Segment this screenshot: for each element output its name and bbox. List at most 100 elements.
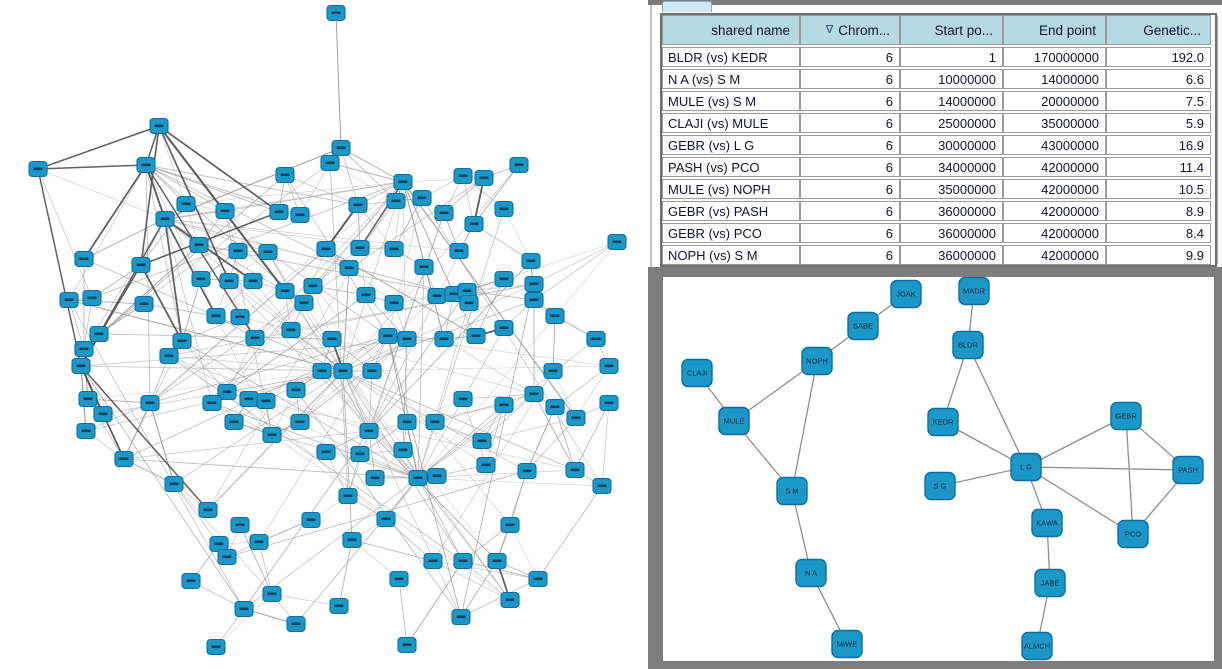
network-node[interactable]	[333, 362, 353, 380]
network-node[interactable]	[408, 469, 428, 487]
subnetwork-node-mule[interactable]: MULE	[718, 406, 750, 436]
network-node[interactable]	[243, 272, 263, 290]
subnetwork-edge[interactable]	[1025, 466, 1134, 535]
network-node[interactable]	[524, 291, 544, 309]
network-node[interactable]	[476, 456, 496, 474]
subnetwork-node-almch[interactable]: ALMCH	[1021, 631, 1053, 661]
network-node[interactable]	[78, 390, 98, 408]
subnetwork-node-gebr[interactable]: GEBR	[1110, 401, 1142, 431]
network-node[interactable]	[348, 196, 368, 214]
network-node[interactable]	[89, 325, 109, 343]
table-row[interactable]: GEBR (vs) PCO 6 36000000 42000000 8.4	[662, 223, 1215, 243]
network-node[interactable]	[543, 362, 563, 380]
scrollbar-track[interactable]	[1217, 16, 1218, 264]
network-node[interactable]	[275, 282, 295, 300]
network-node[interactable]	[286, 615, 306, 633]
network-node[interactable]	[466, 327, 486, 345]
network-node[interactable]	[384, 240, 404, 258]
network-node[interactable]	[275, 166, 295, 184]
subnetwork-node-joak[interactable]: JOAK	[890, 279, 922, 309]
subnetwork-node-pash[interactable]: PASH	[1172, 455, 1204, 485]
subnetwork-node-kedr[interactable]: KEDR	[927, 407, 959, 437]
network-node[interactable]	[397, 330, 417, 348]
subnetwork-edge[interactable]	[1025, 415, 1127, 468]
network-node[interactable]	[281, 321, 301, 339]
network-node[interactable]	[425, 413, 445, 431]
subnetwork-node-lg[interactable]: L G	[1010, 452, 1042, 482]
network-node[interactable]	[262, 585, 282, 603]
network-node[interactable]	[316, 443, 336, 461]
table-row[interactable]: N A (vs) S M 6 10000000 14000000 6.6	[662, 69, 1215, 89]
network-node[interactable]	[494, 319, 514, 337]
network-node[interactable]	[134, 295, 154, 313]
network-node[interactable]	[494, 270, 514, 288]
network-node[interactable]	[599, 357, 619, 375]
network-node[interactable]	[434, 330, 454, 348]
subnetwork-edge[interactable]	[1025, 466, 1189, 471]
network-node[interactable]	[215, 202, 235, 220]
network-node[interactable]	[453, 390, 473, 408]
network-node[interactable]	[76, 422, 96, 440]
network-node[interactable]	[451, 608, 471, 626]
table-row[interactable]: MULE (vs) NOPH 6 35000000 42000000 10.5	[662, 179, 1215, 199]
network-node[interactable]	[524, 385, 544, 403]
subnetwork-node-jabe[interactable]: JABE	[1034, 568, 1066, 598]
network-node[interactable]	[487, 552, 507, 570]
network-node[interactable]	[149, 117, 169, 135]
network-node[interactable]	[316, 240, 336, 258]
network-node[interactable]	[528, 570, 548, 588]
network-node[interactable]	[71, 357, 91, 375]
subnetwork-node-bldr[interactable]: BLDR	[952, 330, 984, 360]
network-node[interactable]	[521, 252, 541, 270]
network-node[interactable]	[350, 445, 370, 463]
network-node[interactable]	[28, 160, 48, 178]
network-node[interactable]	[206, 638, 226, 656]
network-node[interactable]	[206, 307, 226, 325]
network-node[interactable]	[393, 441, 413, 459]
network-node[interactable]	[414, 258, 434, 276]
network-node[interactable]	[245, 329, 265, 347]
network-node[interactable]	[93, 405, 113, 423]
network-node[interactable]	[256, 392, 276, 410]
network-node[interactable]	[427, 287, 447, 305]
network-node[interactable]	[176, 195, 196, 213]
table-tab[interactable]	[662, 1, 712, 12]
network-node[interactable]	[378, 327, 398, 345]
network-node[interactable]	[230, 308, 250, 326]
subnetwork-edge[interactable]	[791, 360, 818, 492]
network-node[interactable]	[74, 340, 94, 358]
network-node[interactable]	[599, 394, 619, 412]
network-node[interactable]	[566, 409, 586, 427]
network-node[interactable]	[322, 330, 342, 348]
network-node[interactable]	[136, 156, 156, 174]
table-row[interactable]: BLDR (vs) KEDR 6 1 170000000 192.0	[662, 47, 1215, 67]
column-header-chrom[interactable]: ∇ Chrom...	[800, 15, 900, 45]
network-node[interactable]	[524, 275, 544, 293]
table-row[interactable]: CLAJI (vs) MULE 6 25000000 35000000 5.9	[662, 113, 1215, 133]
subnetwork-node-noph[interactable]: NOPH	[801, 346, 833, 376]
network-node[interactable]	[326, 4, 346, 22]
subnetwork-node-sm[interactable]: S M	[776, 476, 808, 506]
network-node[interactable]	[239, 390, 259, 408]
network-node[interactable]	[294, 294, 314, 312]
network-node[interactable]	[189, 236, 209, 254]
network-node[interactable]	[545, 307, 565, 325]
network-node[interactable]	[159, 347, 179, 365]
network-node[interactable]	[494, 396, 514, 414]
network-node[interactable]	[386, 192, 406, 210]
network-node[interactable]	[453, 167, 473, 185]
network-node[interactable]	[114, 450, 134, 468]
table-row[interactable]: GEBR (vs) PASH 6 36000000 42000000 8.9	[662, 201, 1215, 221]
table-row[interactable]: GEBR (vs) L G 6 30000000 43000000 16.9	[662, 135, 1215, 155]
network-node[interactable]	[198, 501, 218, 519]
network-node[interactable]	[509, 156, 529, 174]
network-node[interactable]	[427, 467, 447, 485]
network-node[interactable]	[217, 383, 237, 401]
network-node[interactable]	[494, 200, 514, 218]
network-node[interactable]	[607, 233, 627, 251]
network-node[interactable]	[290, 206, 310, 224]
table-row[interactable]: PASH (vs) PCO 6 34000000 42000000 11.4	[662, 157, 1215, 177]
network-node[interactable]	[140, 394, 160, 412]
network-node[interactable]	[262, 426, 282, 444]
network-node[interactable]	[217, 548, 237, 566]
